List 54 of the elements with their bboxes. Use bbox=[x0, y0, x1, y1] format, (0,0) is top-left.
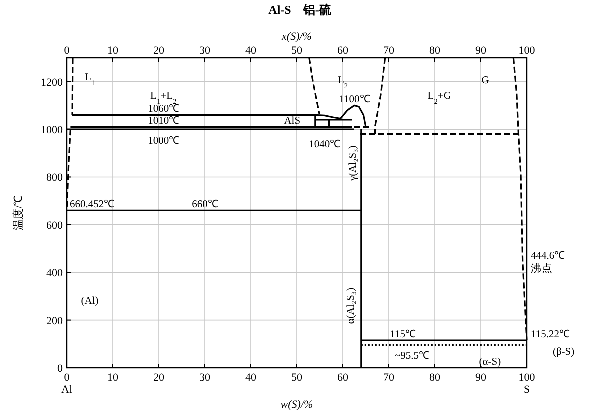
annotation: 1060℃ bbox=[148, 104, 180, 116]
y-axis-title: 温度/℃ bbox=[12, 195, 25, 231]
annotation: 444.6℃ 沸点 bbox=[531, 250, 566, 275]
annotation: 660.452℃ bbox=[70, 200, 116, 211]
annotation: 1000℃ bbox=[148, 136, 180, 148]
annotation: 1040℃ bbox=[309, 139, 342, 150]
annotation: L$_{1}$+L$_{2}$ bbox=[150, 91, 177, 106]
x2-axis-title: x(S)/% bbox=[281, 31, 312, 43]
x-tick-label: 50 bbox=[292, 372, 303, 384]
x-tick-label: 40 bbox=[246, 372, 257, 384]
y-tick-label: 600 bbox=[46, 220, 64, 232]
annotation: 1100℃ bbox=[339, 94, 371, 106]
y-tick-label: 200 bbox=[46, 315, 64, 328]
x2-tick-label: 80 bbox=[430, 45, 441, 57]
x-tick-label: 10 bbox=[108, 372, 119, 384]
x2-tick-label: 100 bbox=[518, 45, 536, 57]
x-tick-label: 0 Al bbox=[62, 372, 72, 396]
y-tick-label: 1200 bbox=[41, 76, 64, 89]
x2-tick-label: 90 bbox=[476, 45, 487, 57]
x2-tick-label: 10 bbox=[108, 45, 119, 57]
annotation: α(Al₂S₃) bbox=[346, 287, 357, 324]
annotation: 660℃ bbox=[192, 200, 219, 211]
y-tick-label: 800 bbox=[46, 172, 64, 184]
chart-title: Al-S 铝-硫 bbox=[268, 3, 332, 17]
text: (β-S) bbox=[552, 346, 576, 358]
y-tick-label: 0 bbox=[58, 363, 64, 375]
y-tick-label: 1000 bbox=[41, 124, 64, 137]
x-axis-title: w(S)/% bbox=[280, 399, 314, 411]
x2-tick-label: 60 bbox=[338, 45, 349, 57]
annotation: L$_{2}$+G bbox=[428, 91, 452, 106]
x2-tick-label: 20 bbox=[154, 45, 165, 57]
x2-tick-label: 40 bbox=[246, 45, 257, 57]
x-tick-label: 80 bbox=[430, 372, 441, 384]
annotation: (α-S) bbox=[479, 357, 502, 368]
x-tick-label: 100 S bbox=[518, 372, 536, 396]
annotation: AlS bbox=[284, 116, 301, 128]
annotation: L$_{1}$ bbox=[84, 72, 96, 88]
x-tick-label: 90 bbox=[476, 372, 487, 384]
annotation: ~95.5℃ bbox=[394, 350, 430, 362]
x-tick-label: 30 bbox=[200, 372, 211, 384]
x2-tick-label: 50 bbox=[292, 45, 303, 57]
annotation: 1010℃ bbox=[148, 116, 180, 128]
x2-tick-label: 30 bbox=[200, 45, 211, 57]
x-tick-label: 70 bbox=[384, 372, 395, 384]
annotation: γ(Al₂S₃) bbox=[348, 145, 360, 182]
x-tick-label: 60 bbox=[338, 372, 349, 384]
annotation: G bbox=[482, 76, 490, 87]
annotation: L$_{2}$ bbox=[338, 76, 348, 90]
x-tick-label: 20 bbox=[154, 372, 165, 384]
y-tick-label: 400 bbox=[46, 268, 64, 280]
x2-tick-label: 70 bbox=[384, 45, 395, 57]
annotation: (Al) bbox=[81, 296, 100, 307]
annotation: 115.22℃ bbox=[531, 330, 570, 341]
annotation: 115℃ bbox=[390, 330, 416, 341]
